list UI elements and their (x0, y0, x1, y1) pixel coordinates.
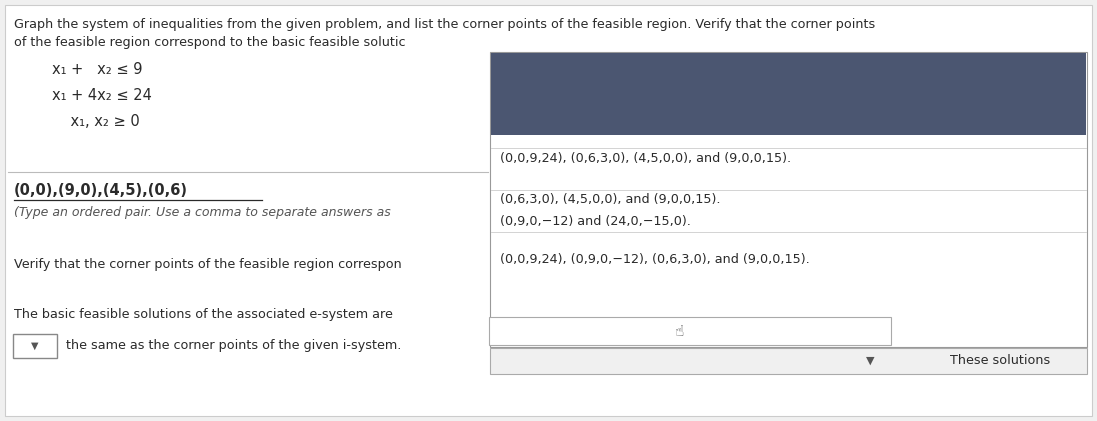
Text: (0,0,9,24), (0,6,3,0), (4,5,0,0), and (9,0,0,15).: (0,0,9,24), (0,6,3,0), (4,5,0,0), and (9… (500, 152, 791, 165)
FancyBboxPatch shape (13, 334, 57, 358)
Text: (0,0,9,24), (0,9,0,−12), (0,6,3,0), and (9,0,0,15).: (0,0,9,24), (0,9,0,−12), (0,6,3,0), and … (500, 253, 810, 266)
Text: ☝: ☝ (676, 323, 685, 338)
Text: (0,6,3,0), (4,5,0,0), and (9,0,0,15).: (0,6,3,0), (4,5,0,0), and (9,0,0,15). (500, 193, 721, 206)
Text: These solutions: These solutions (950, 354, 1050, 368)
Text: (Type an ordered pair. Use a comma to separate answers as: (Type an ordered pair. Use a comma to se… (14, 206, 391, 219)
Text: (0,9,0,−12) and (24,0,−15,0).: (0,9,0,−12) and (24,0,−15,0). (500, 215, 691, 228)
Text: x₁ + 4x₂ ≤ 24: x₁ + 4x₂ ≤ 24 (52, 88, 151, 103)
Text: Verify that the corner points of the feasible region correspon: Verify that the corner points of the fea… (14, 258, 402, 271)
Text: Graph the system of inequalities from the given problem, and list the corner poi: Graph the system of inequalities from th… (14, 18, 875, 31)
Text: The basic feasible solutions of the associated e-system are: The basic feasible solutions of the asso… (14, 308, 393, 321)
Text: x₁ +   x₂ ≤ 9: x₁ + x₂ ≤ 9 (52, 62, 143, 77)
FancyBboxPatch shape (490, 348, 1087, 374)
Text: ▼: ▼ (866, 356, 874, 366)
Text: ▼: ▼ (31, 341, 38, 351)
FancyBboxPatch shape (5, 5, 1092, 416)
FancyBboxPatch shape (490, 52, 1087, 347)
Text: the same as the corner points of the given i-system.: the same as the corner points of the giv… (63, 339, 402, 352)
FancyBboxPatch shape (491, 53, 1086, 135)
FancyBboxPatch shape (489, 317, 891, 345)
Text: (0,0),(9,0),(4,5),(0,6): (0,0),(9,0),(4,5),(0,6) (14, 183, 188, 198)
Text: of the feasible region correspond to the basic feasible solutic: of the feasible region correspond to the… (14, 36, 406, 49)
Text: x₁, x₂ ≥ 0: x₁, x₂ ≥ 0 (52, 114, 139, 129)
